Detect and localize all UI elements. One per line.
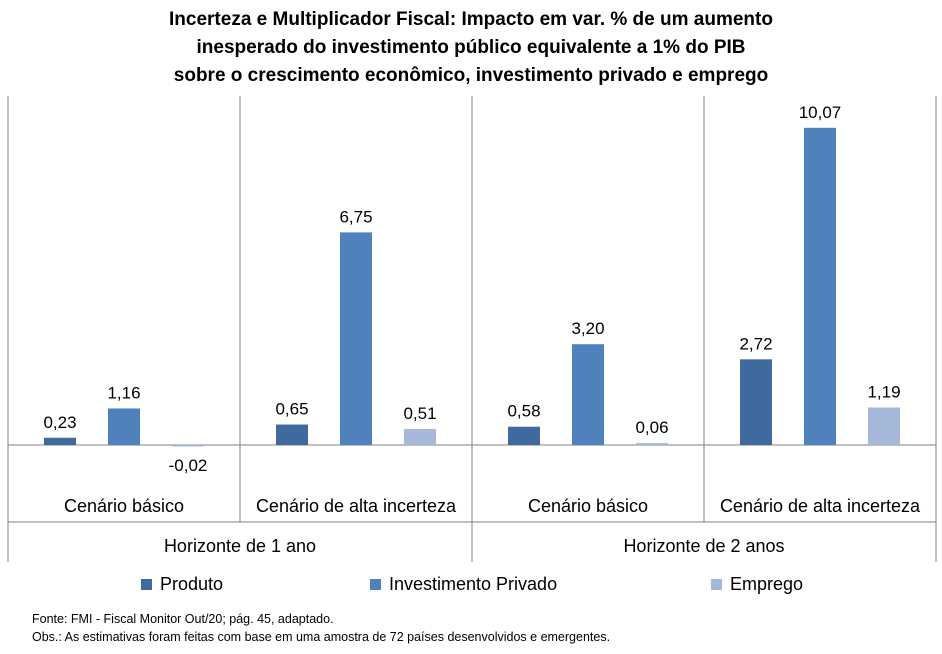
bar bbox=[404, 428, 436, 445]
category-label: Cenário básico bbox=[528, 496, 648, 516]
legend-swatch-produto bbox=[141, 579, 152, 590]
group-label: Horizonte de 2 anos bbox=[623, 536, 784, 556]
bar bbox=[340, 232, 372, 445]
category-label: Cenário de alta incerteza bbox=[720, 496, 921, 516]
bar bbox=[868, 407, 900, 445]
title-line-1: Incerteza e Multiplicador Fiscal: Impact… bbox=[169, 9, 773, 30]
group-label: Horizonte de 1 ano bbox=[164, 536, 316, 556]
title-line-3: sobre o crescimento econômico, investime… bbox=[173, 65, 769, 86]
chart-title: Incerteza e Multiplicador Fiscal: Impact… bbox=[0, 6, 942, 90]
data-label: -0,02 bbox=[169, 456, 208, 475]
legend: Produto Investimento Privado Emprego bbox=[0, 574, 942, 598]
bar bbox=[44, 437, 76, 445]
bar bbox=[804, 127, 836, 446]
source-note: Fonte: FMI - Fiscal Monitor Out/20; pág.… bbox=[32, 612, 334, 626]
bar bbox=[172, 445, 204, 447]
legend-item-produto: Produto bbox=[141, 574, 223, 595]
legend-label-investimento-privado: Investimento Privado bbox=[389, 574, 558, 594]
data-label: 0,65 bbox=[275, 400, 308, 419]
footnotes: Fonte: FMI - Fiscal Monitor Out/20; pág.… bbox=[32, 610, 610, 646]
data-label: 1,19 bbox=[867, 383, 900, 402]
bar bbox=[572, 344, 604, 445]
category-label: Cenário básico bbox=[64, 496, 184, 516]
data-label: 0,06 bbox=[635, 418, 668, 437]
legend-item-investimento-privado: Investimento Privado bbox=[370, 574, 557, 595]
data-label: 6,75 bbox=[339, 207, 372, 226]
bar bbox=[740, 359, 772, 445]
data-label: 1,16 bbox=[107, 383, 140, 402]
bar bbox=[508, 426, 540, 445]
data-label: 10,07 bbox=[799, 103, 842, 122]
data-label: 3,20 bbox=[571, 319, 604, 338]
data-label: 0,23 bbox=[43, 413, 76, 432]
legend-item-emprego: Emprego bbox=[711, 574, 803, 595]
bar bbox=[636, 443, 668, 445]
bar bbox=[276, 424, 308, 445]
legend-swatch-investimento-privado bbox=[370, 579, 381, 590]
legend-label-emprego: Emprego bbox=[730, 574, 804, 594]
title-line-2: inesperado do investimento público equiv… bbox=[196, 37, 746, 58]
category-label: Cenário de alta incerteza bbox=[256, 496, 457, 516]
data-label: 0,51 bbox=[403, 404, 436, 423]
bar bbox=[108, 408, 140, 445]
data-label: 0,58 bbox=[507, 402, 540, 421]
legend-label-produto: Produto bbox=[160, 574, 224, 594]
obs-note: Obs.: As estimativas foram feitas com ba… bbox=[32, 630, 611, 644]
data-label: 2,72 bbox=[739, 334, 772, 353]
legend-swatch-emprego bbox=[711, 579, 722, 590]
